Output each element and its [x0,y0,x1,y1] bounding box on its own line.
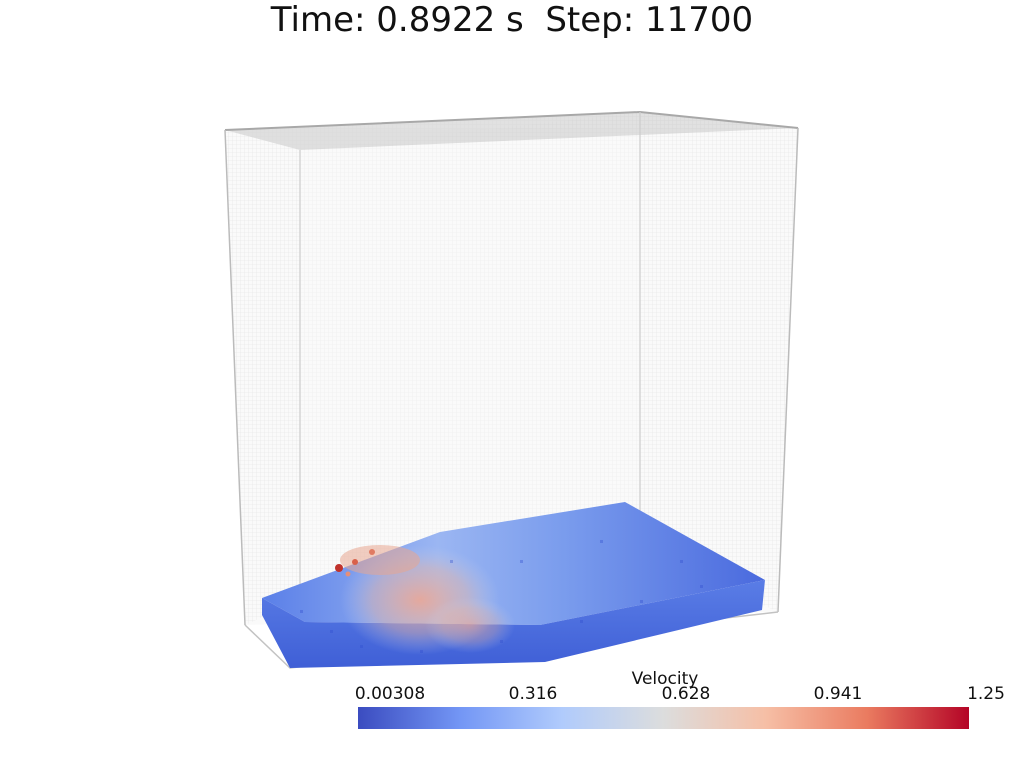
colorbar-tick-label: 1.25 [967,684,1005,704]
container-box [224,110,799,669]
fluid-particles [262,502,765,668]
velocity-colorbar [358,707,969,729]
colorbar-tick-label: 0.628 [661,684,711,704]
colorbar-tick-label: 0.941 [813,684,863,704]
colorbar-title: Velocity [631,669,699,689]
colorbar-tick-label: 0.00308 [354,684,426,704]
time-step-title: Time: 0.8922 s Step: 11700 [270,0,754,40]
colorbar-tick-label: 0.316 [508,684,558,704]
